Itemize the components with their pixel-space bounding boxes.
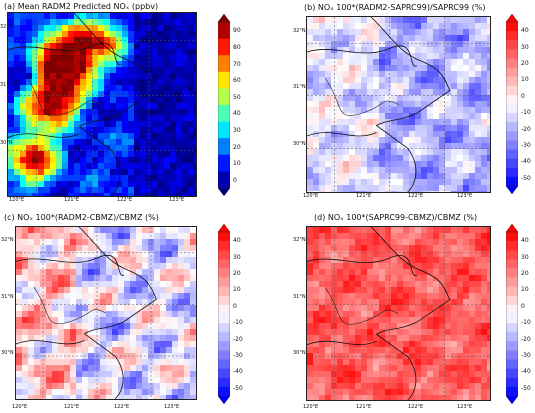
panel-a-colorbar-tick: 80 (233, 43, 241, 51)
panel-d-map (306, 226, 491, 401)
panel-c-lon-123: 123°E (164, 404, 180, 410)
panel-c-colorbar-tick: 40 (233, 237, 241, 245)
panel-d-title: (d) NOₓ 100*(SAPRC99-CBMZ)/CBMZ (%) (314, 213, 478, 222)
panel-d-colorbar-tick: 40 (521, 237, 529, 245)
panel-c-colorbar-tick: -10 (233, 319, 243, 327)
panel-d-lat-31: 31°N (293, 294, 306, 300)
panel-c-colorbar-tick: 0 (233, 302, 237, 310)
panel-c-field (16, 227, 196, 399)
panel-a-lat-32: 32°N (0, 24, 13, 30)
panel-c-lon-120: 120°E (12, 404, 28, 410)
panel-b-lat-30: 30°N (293, 141, 306, 147)
panel-c-colorbar-tick: 10 (233, 286, 241, 294)
panel-c-colorbar-tick: 30 (233, 253, 241, 261)
panel-b-colorbar-tick: -30 (521, 142, 531, 149)
panel-d-colorbar-tick: 0 (521, 302, 525, 310)
panel-a-lon-121: 121°E (64, 197, 80, 203)
panel-d-lon-122: 122°E (408, 404, 424, 410)
panel-d-colorbar-tick: 10 (521, 286, 529, 294)
panel-d-colorbar-tick: 20 (521, 270, 529, 277)
panel-c-colorbar-tick: -50 (233, 384, 243, 392)
panel-c-lat-31: 31°N (1, 294, 14, 300)
panel-c-lat-32: 32°N (1, 237, 14, 243)
panel-a-colorbar-tick: 60 (233, 77, 241, 85)
panel-a-colorbar (218, 14, 230, 196)
panel-b-colorbar-tick: 10 (521, 76, 529, 84)
panel-b-map (306, 16, 491, 193)
panel-c-colorbar-tick: -30 (233, 352, 243, 359)
panel-d-colorbar (506, 224, 518, 404)
panel-a-colorbar-tick: 20 (233, 143, 241, 151)
panel-d-colorbar-tick: -10 (521, 319, 531, 327)
panel-d-lat-32: 32°N (293, 237, 306, 243)
panel-b-lat-32: 32°N (293, 28, 306, 34)
panel-b-colorbar-tick: -10 (521, 109, 531, 117)
panel-b-lon-121: 121°E (356, 193, 372, 199)
panel-c-colorbar-tick: 20 (233, 270, 241, 277)
panel-d-lon-120: 120°E (303, 404, 319, 410)
panel-d-colorbar-tick: -20 (521, 335, 531, 343)
panel-a-colorbar-tick: 30 (233, 126, 241, 134)
panel-d-colorbar-tick: 30 (521, 253, 529, 261)
panel-b-lat-31: 31°N (293, 84, 306, 90)
panel-d-colorbar-tick: -30 (521, 352, 531, 359)
panel-c-lon-121: 121°E (64, 404, 80, 410)
panel-b-colorbar-tick: 30 (521, 43, 529, 51)
panel-b-colorbar (506, 14, 518, 194)
panel-d-colorbar-tick: -50 (521, 384, 531, 392)
panel-a-colorbar-tick: 90 (233, 27, 241, 35)
panel-c-colorbar (218, 224, 230, 404)
panel-c-lon-122: 122°E (114, 404, 130, 410)
panel-b-colorbar-tick: -40 (521, 158, 531, 166)
panel-a-colorbar-tick: 40 (233, 110, 241, 118)
panel-b-colorbar-tick: -20 (521, 125, 531, 133)
panel-c-colorbar-tick: -20 (233, 335, 243, 343)
panel-b-title: (b) NOₓ 100*(RADM2-SAPRC99)/SAPRC99 (%) (304, 3, 486, 12)
panel-b-colorbar-tick: 20 (521, 60, 529, 67)
panel-a-lat-30: 30°N (0, 140, 13, 146)
panel-d-field (307, 227, 490, 400)
panel-b-lon-123: 123°E (457, 193, 473, 199)
panel-b-colorbar-tick: -50 (521, 174, 531, 182)
panel-d-colorbar-tick: -40 (521, 368, 531, 376)
panel-b-lon-120: 120°E (303, 193, 319, 199)
panel-a-lon-122: 122°E (117, 197, 133, 203)
panel-a-title: (a) Mean RADM2 Predicted NOₓ (ppbv) (4, 2, 159, 11)
panel-b-field (307, 17, 490, 192)
panel-b-colorbar-tick: 0 (521, 92, 525, 100)
panel-a-colorbar-tick: 10 (233, 160, 241, 168)
panel-a-lon-120: 120°E (9, 197, 25, 203)
panel-c-lat-30: 30°N (1, 350, 14, 356)
panel-a-map (7, 12, 197, 197)
panel-c-map (15, 226, 197, 400)
panel-a-lon-123: 123°E (169, 197, 185, 203)
panel-a-colorbar-tick: 70 (233, 60, 241, 68)
panel-d-lat-30: 30°N (293, 350, 306, 356)
panel-a-field (8, 13, 196, 196)
panel-c-colorbar-tick: -40 (233, 368, 243, 376)
panel-b-lon-122: 122°E (408, 193, 424, 199)
panel-b-colorbar-tick: 40 (521, 27, 529, 35)
panel-a-lat-31: 31°N (0, 82, 13, 88)
panel-a-colorbar-tick: 0 (233, 176, 237, 184)
panel-c-title: (c) NOₓ 100*(RADM2-CBMZ)/CBMZ (%) (4, 213, 159, 222)
panel-d-lon-121: 121°E (356, 404, 372, 410)
panel-a-colorbar-tick: 50 (233, 93, 241, 101)
panel-d-lon-123: 123°E (457, 404, 473, 410)
